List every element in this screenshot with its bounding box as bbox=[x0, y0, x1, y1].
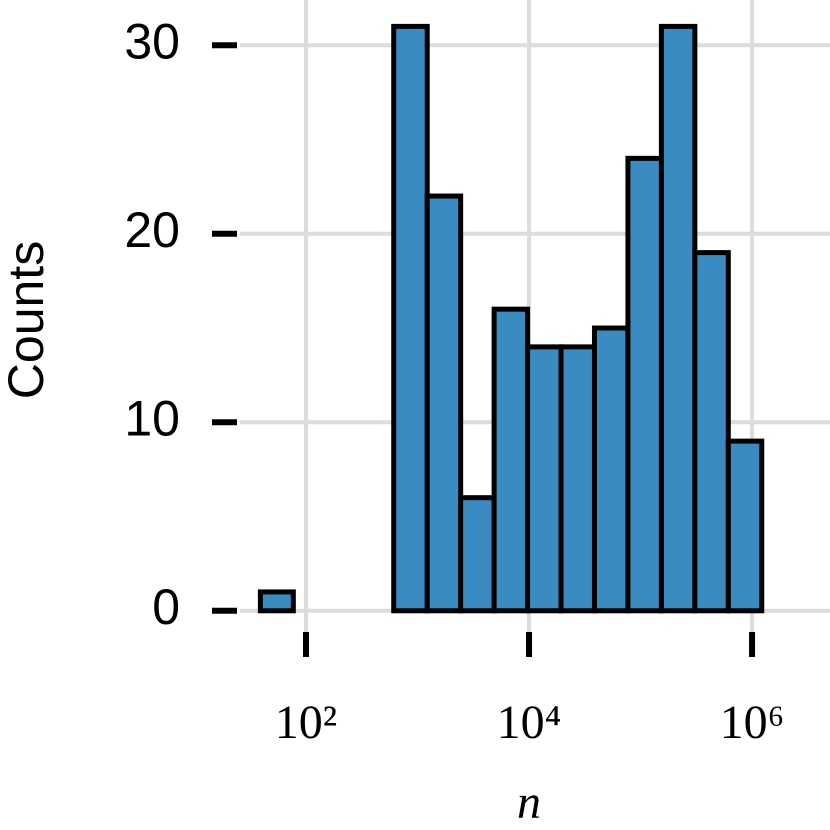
bar bbox=[491, 306, 531, 614]
y-tick-label: 10 bbox=[124, 390, 180, 446]
bar bbox=[424, 193, 464, 614]
bar bbox=[658, 23, 698, 614]
x-axis-label: n bbox=[517, 776, 541, 829]
bar bbox=[525, 344, 564, 614]
x-tick-label: 10⁴ bbox=[497, 696, 562, 749]
y-axis-label: Counts bbox=[0, 241, 54, 399]
y-tick-label: 0 bbox=[152, 579, 180, 635]
bar bbox=[558, 344, 597, 614]
bar bbox=[458, 495, 497, 614]
bar bbox=[391, 23, 430, 614]
x-tick-label: 10⁶ bbox=[720, 696, 785, 749]
bar bbox=[625, 155, 664, 614]
y-tick-label: 20 bbox=[124, 202, 180, 258]
bar bbox=[591, 325, 631, 614]
y-tick-label: 30 bbox=[124, 13, 180, 69]
x-tick-label: 10² bbox=[275, 696, 337, 749]
bar bbox=[257, 589, 296, 614]
bar bbox=[725, 438, 765, 614]
bar bbox=[692, 250, 731, 614]
